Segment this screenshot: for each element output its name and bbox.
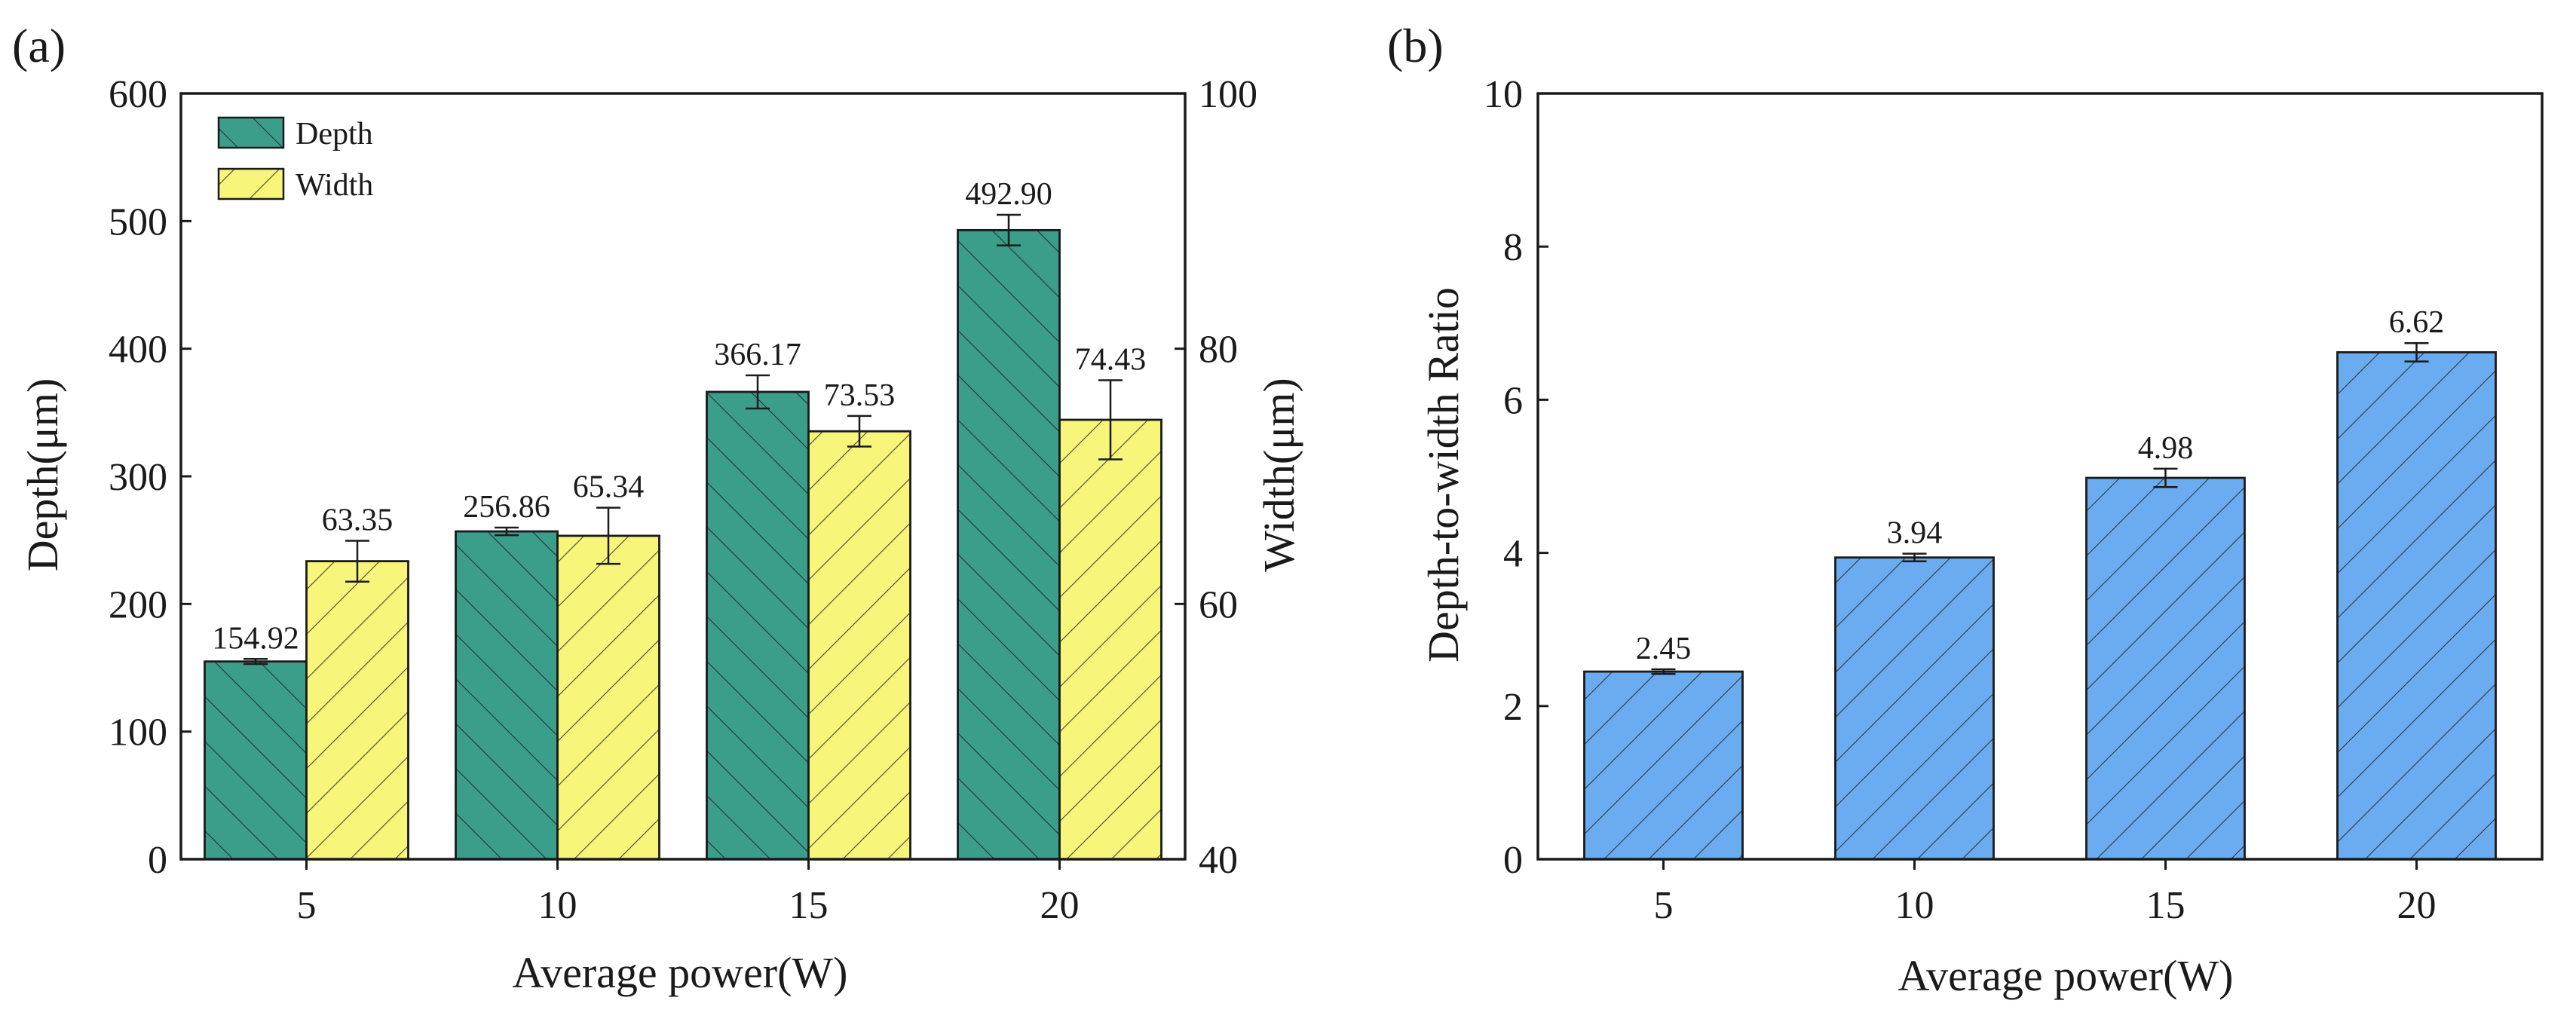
width-bar — [556, 534, 660, 861]
width-data-label: 74.43 — [1075, 342, 1147, 377]
ratio-bar — [1834, 556, 1995, 861]
y-tick-label: 0 — [148, 839, 167, 882]
panel-a-bars: 154.92 63.35 256.86 65.34 366.17 73.53 492.90 7… — [204, 177, 1162, 861]
right-y-tick-label: 80 — [1199, 329, 1238, 372]
width-data-label: 63.35 — [322, 503, 394, 538]
x-tick-label: 15 — [2146, 884, 2185, 927]
panel-a-right-axis-title: Width(μm) — [1254, 378, 1303, 572]
y-tick-label: 2 — [1503, 686, 1523, 729]
width-bar — [807, 430, 911, 861]
depth-bar — [204, 660, 308, 861]
ratio-error-bar — [1902, 552, 1927, 563]
y-tick-label: 8 — [1503, 226, 1523, 269]
y-tick-label: 600 — [109, 73, 167, 116]
y-tick-label: 0 — [1503, 839, 1523, 882]
panel-b-ratio-chart: (b) 2.45 3.94 4.98 6.62 0 2 4 6 8 10 5 10 15 20 Dep… — [1387, 19, 2544, 1000]
y-tick-label: 200 — [109, 583, 167, 626]
width-error-bar — [1098, 379, 1123, 461]
panel-a-y-axis-title: Depth(μm) — [18, 378, 67, 572]
right-y-tick-label: 60 — [1199, 583, 1238, 626]
panel-b-bars: 2.45 3.94 4.98 6.62 — [1583, 305, 2497, 861]
y-tick-label: 6 — [1503, 379, 1523, 422]
x-tick-label: 5 — [297, 884, 317, 927]
depth-error-bar — [746, 374, 770, 410]
width-bar-outline — [556, 534, 660, 861]
ratio-data-label: 2.45 — [1636, 632, 1692, 666]
depth-bar-outline — [204, 660, 308, 861]
x-tick-label: 20 — [2397, 884, 2437, 927]
ratio-error-bar — [2153, 467, 2178, 488]
panel-b-label: (b) — [1387, 19, 1444, 72]
ratio-bar — [2085, 476, 2246, 861]
ratio-error-bar — [1651, 668, 1676, 675]
depth-data-label: 154.92 — [212, 621, 299, 656]
width-bar — [305, 560, 409, 861]
y-tick-label: 10 — [1484, 73, 1523, 116]
ratio-bar — [2336, 351, 2497, 861]
panel-a-legend: Depth Width — [217, 116, 373, 203]
right-y-tick-label: 40 — [1199, 839, 1238, 882]
legend-hatch-depth — [219, 118, 283, 148]
right-y-tick-label: 100 — [1199, 73, 1257, 116]
depth-data-label: 492.90 — [965, 177, 1052, 212]
ratio-error-bar — [2404, 341, 2429, 363]
x-tick-label: 20 — [1040, 884, 1080, 927]
panel-b-x-axis-title: Average power(W) — [1898, 951, 2234, 1000]
x-tick-label: 10 — [1895, 884, 1934, 927]
ratio-bar-outline — [1583, 670, 1744, 861]
x-tick-label: 15 — [789, 884, 829, 927]
width-error-bar — [345, 540, 369, 583]
width-bar — [1058, 418, 1162, 861]
panel-a-x-axis: 5 10 15 20 — [297, 859, 1080, 927]
y-tick-label: 500 — [109, 200, 167, 243]
depth-error-bar — [495, 526, 519, 537]
ratio-data-label: 6.62 — [2389, 305, 2445, 340]
depth-error-bar — [997, 213, 1021, 246]
ratio-data-label: 4.98 — [2138, 431, 2194, 466]
panel-b-plot-frame — [1536, 92, 2544, 861]
ratio-data-label: 3.94 — [1887, 516, 1943, 551]
y-tick-label: 400 — [109, 329, 167, 372]
y-tick-label: 100 — [109, 711, 167, 754]
x-tick-label: 10 — [538, 884, 577, 927]
panel-b-x-axis: 5 10 15 20 — [1654, 859, 2437, 927]
legend-hatch-width — [219, 169, 283, 199]
depth-error-bar — [244, 658, 268, 666]
legend-label-width: Width — [296, 168, 373, 203]
width-data-label: 65.34 — [573, 470, 645, 505]
y-tick-label: 4 — [1503, 533, 1523, 576]
panel-a-left-axis: 0 100 200 300 400 500 600 — [109, 73, 191, 882]
depth-bar — [455, 530, 559, 861]
x-tick-label: 5 — [1654, 884, 1674, 927]
ratio-bar-outline — [2336, 351, 2497, 861]
width-data-label: 73.53 — [824, 378, 896, 413]
depth-bar-outline — [455, 530, 559, 861]
width-bar-outline — [305, 560, 409, 861]
width-bar-outline — [807, 430, 911, 861]
panel-a-label: (a) — [12, 19, 66, 72]
ratio-bar-outline — [2085, 476, 2246, 861]
panel-b-y-axis-title: Depth-to-width Ratio — [1419, 287, 1468, 662]
y-tick-label: 300 — [109, 456, 167, 499]
width-error-bar — [847, 415, 871, 448]
depth-data-label: 256.86 — [463, 490, 550, 525]
depth-bar-outline — [957, 228, 1061, 861]
panel-a-x-axis-title: Average power(W) — [513, 948, 848, 997]
depth-data-label: 366.17 — [714, 338, 801, 372]
legend-label-depth: Depth — [296, 117, 373, 151]
panel-a-right-axis: 40 60 80 100 — [1175, 73, 1257, 882]
width-bar-outline — [1058, 418, 1162, 861]
width-error-bar — [596, 506, 620, 565]
depth-bar — [706, 390, 810, 861]
ratio-bar-outline — [1834, 556, 1995, 861]
panel-b-y-axis: 0 2 4 6 8 10 — [1484, 73, 1548, 882]
depth-bar — [957, 228, 1061, 861]
depth-bar-outline — [706, 390, 810, 861]
panel-a-depth-width-chart: (a) 154.92 63.35 256.86 65.34 366.17 73.53 492… — [12, 19, 1303, 997]
ratio-bar — [1583, 670, 1744, 861]
